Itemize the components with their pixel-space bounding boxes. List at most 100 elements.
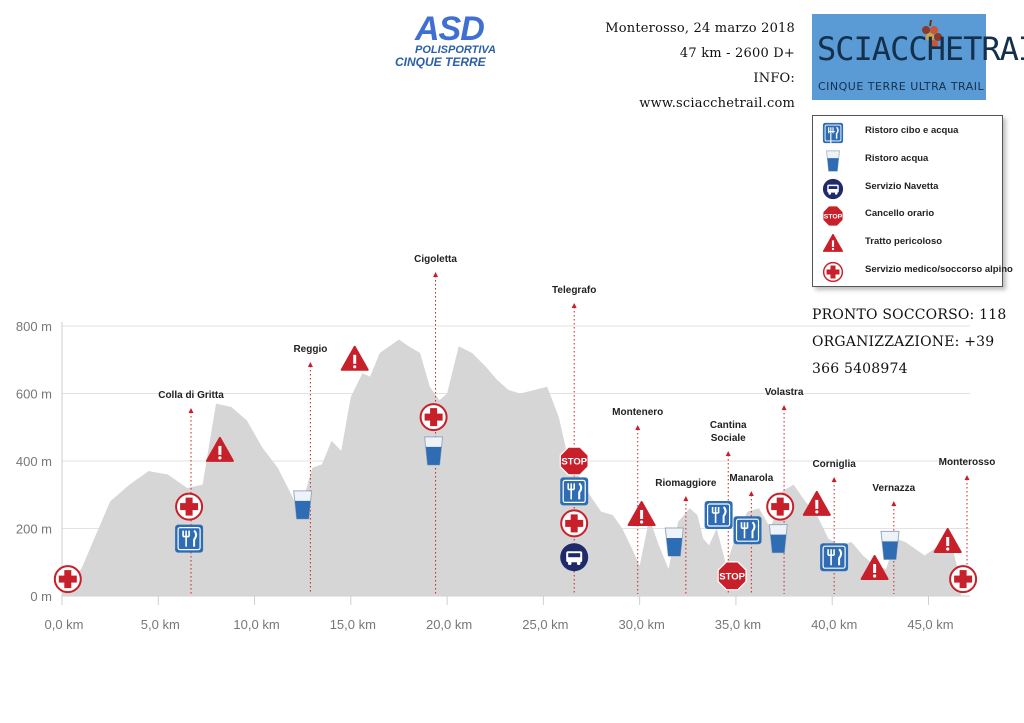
waypoint-arrow bbox=[964, 475, 970, 480]
x-tick-label: 20,0 km bbox=[426, 617, 472, 632]
water-cup-icon bbox=[826, 150, 840, 172]
waypoint-label: Sociale bbox=[711, 433, 746, 444]
race-logo: SCIACCHETRAIL CINQUE TERRE ULTRA TRAIL bbox=[812, 14, 1024, 100]
legend-label: Servizio Navetta bbox=[865, 181, 939, 192]
legend-item: Servizio Navetta bbox=[813, 175, 1002, 201]
x-tick-label: 0,0 km bbox=[44, 617, 83, 632]
medical-cross-icon bbox=[53, 565, 82, 594]
warning-triangle-icon bbox=[205, 436, 234, 462]
medical-cross-icon bbox=[175, 492, 204, 521]
race-date: Monterosso, 24 marzo 2018 bbox=[605, 21, 795, 36]
y-tick-label: 800 m bbox=[16, 319, 52, 334]
y-tick-label: 200 m bbox=[16, 522, 52, 537]
medical-cross-icon bbox=[419, 403, 448, 432]
waypoint-arrow bbox=[433, 272, 439, 277]
waypoint-arrow bbox=[725, 451, 731, 456]
x-tick-label: 25,0 km bbox=[522, 617, 568, 632]
waypoint-label: Montenero bbox=[612, 407, 663, 418]
food-water-icon bbox=[733, 516, 762, 545]
asd-logo: ASD POLISPORTIVA CINQUE TERRE bbox=[395, 10, 496, 72]
warning-triangle-icon bbox=[933, 528, 962, 553]
emergency-number: PRONTO SOCCORSO: 118 bbox=[812, 307, 1007, 323]
medical-cross-icon bbox=[766, 492, 795, 521]
stop-sign-icon: STOP bbox=[559, 446, 589, 476]
asd-logo-line2: CINQUE TERRE bbox=[395, 55, 486, 69]
warning-triangle-icon bbox=[860, 555, 889, 580]
food-water-icon bbox=[560, 477, 589, 506]
water-cup-icon bbox=[293, 490, 313, 520]
shuttle-bus-icon bbox=[822, 178, 844, 200]
asd-logo-line1: POLISPORTIVA bbox=[415, 44, 496, 56]
legend-item: Servizio medico/soccorso alpino bbox=[813, 258, 1013, 284]
x-tick-label: 10,0 km bbox=[233, 617, 279, 632]
race-logo-subtitle: CINQUE TERRE ULTRA TRAIL bbox=[818, 80, 985, 93]
waypoint-label: Volastra bbox=[765, 387, 804, 398]
warning-triangle-icon bbox=[340, 345, 369, 371]
legend-item: Tratto pericoloso bbox=[813, 230, 1002, 256]
y-tick-label: 600 m bbox=[16, 387, 52, 402]
y-tick-label: 0 m bbox=[30, 589, 52, 604]
water-cup-icon bbox=[424, 436, 444, 466]
waypoint-label: Reggio bbox=[293, 344, 327, 355]
waypoint-arrow bbox=[748, 491, 754, 496]
x-tick-label: 15,0 km bbox=[330, 617, 376, 632]
legend-item: STOP Cancello orario bbox=[813, 202, 1002, 228]
waypoint-label: Corniglia bbox=[812, 459, 856, 470]
stop-sign-icon: STOP bbox=[822, 205, 844, 227]
waypoint-arrow bbox=[891, 501, 897, 506]
waypoint-arrow bbox=[781, 405, 787, 410]
shuttle-bus-icon bbox=[560, 543, 589, 572]
legend-label: Ristoro acqua bbox=[865, 153, 929, 164]
warning-triangle-icon bbox=[627, 501, 656, 526]
race-distance: 47 km - 2600 D+ bbox=[679, 46, 795, 61]
x-tick-label: 5,0 km bbox=[141, 617, 180, 632]
waypoint-label: Monterosso bbox=[939, 457, 996, 468]
waypoint-label: Riomaggiore bbox=[655, 478, 717, 489]
x-tick-label: 35,0 km bbox=[715, 617, 761, 632]
waypoint-arrow bbox=[683, 496, 689, 501]
waypoint-arrow bbox=[831, 477, 837, 482]
warning-triangle-icon bbox=[802, 490, 831, 516]
medical-cross-icon bbox=[560, 509, 589, 538]
emergency-info: PRONTO SOCCORSO: 118 ORGANIZZAZIONE: +39… bbox=[812, 302, 1024, 383]
warning-triangle-icon bbox=[822, 233, 844, 252]
svg-text:STOP: STOP bbox=[561, 457, 587, 468]
x-tick-label: 30,0 km bbox=[619, 617, 665, 632]
legend-item: Ristoro acqua bbox=[813, 147, 1002, 173]
legend-item: Ristoro cibo e acqua bbox=[813, 119, 1002, 145]
waypoint-label: Cantina bbox=[710, 420, 747, 431]
medical-cross-icon bbox=[949, 565, 978, 594]
stop-sign-icon: STOP bbox=[717, 561, 747, 591]
waypoint-label: Telegrafo bbox=[552, 285, 596, 296]
waypoint-arrow bbox=[635, 425, 641, 430]
waypoint-arrow bbox=[188, 408, 194, 413]
elevation-profile-area bbox=[62, 339, 962, 596]
waypoint-label: Vernazza bbox=[872, 483, 915, 494]
waypoint-arrow bbox=[571, 303, 577, 308]
grape-icon bbox=[922, 19, 942, 48]
waypoint-label: Manarola bbox=[729, 473, 773, 484]
waypoint-label: Colla di Gritta bbox=[158, 390, 224, 401]
x-tick-label: 40,0 km bbox=[811, 617, 857, 632]
legend-label: Servizio medico/soccorso alpino bbox=[865, 264, 1013, 275]
y-tick-label: 400 m bbox=[16, 454, 52, 469]
food-water-icon bbox=[704, 501, 733, 529]
legend-label: Cancello orario bbox=[865, 208, 935, 219]
svg-text:STOP: STOP bbox=[719, 571, 745, 582]
x-tick-label: 45,0 km bbox=[907, 617, 953, 632]
waypoint-arrow bbox=[307, 362, 313, 367]
organization-phone: ORGANIZZAZIONE: +39 366 5408974 bbox=[812, 334, 995, 377]
race-logo-title: SCIACCHETRAIL bbox=[817, 30, 1024, 68]
svg-text:STOP: STOP bbox=[824, 214, 843, 221]
medical-cross-icon bbox=[822, 261, 844, 283]
food-water-icon bbox=[822, 122, 844, 144]
food-water-icon bbox=[175, 524, 204, 553]
race-website: INFO: www.sciacchetrail.com bbox=[639, 71, 795, 111]
water-cup-icon bbox=[664, 527, 684, 557]
asd-logo-name: ASD bbox=[415, 10, 485, 48]
food-water-icon bbox=[820, 543, 849, 572]
water-cup-icon bbox=[880, 530, 900, 560]
legend: Ristoro cibo e acqua Ristoro acqua Servizi… bbox=[812, 115, 1013, 287]
race-info: Monterosso, 24 marzo 2018 47 km - 2600 D… bbox=[600, 16, 795, 116]
